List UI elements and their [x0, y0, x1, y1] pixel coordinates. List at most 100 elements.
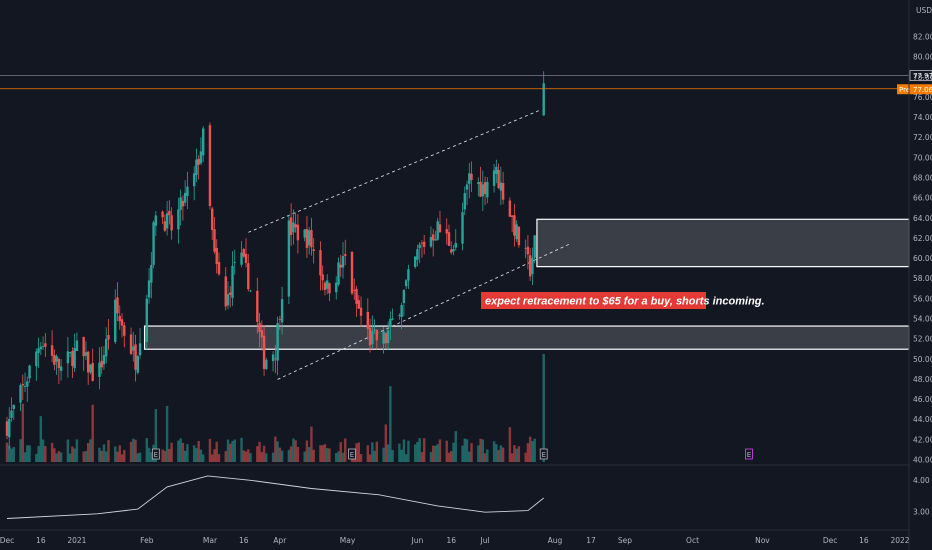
- time-tick-label: 2021: [67, 536, 86, 545]
- volume-bar: [150, 452, 153, 462]
- candle-body: [120, 319, 124, 326]
- premarket-price-badge: [910, 84, 932, 95]
- candle-body: [450, 249, 453, 253]
- price-tick-label: 80.00: [913, 53, 932, 62]
- candle-body: [224, 276, 227, 307]
- candle-body: [274, 358, 277, 360]
- volume-bar: [339, 442, 342, 462]
- candle-body: [161, 211, 164, 218]
- candle-body: [276, 323, 279, 361]
- candle-body: [265, 359, 268, 369]
- candle-body: [402, 289, 406, 303]
- volume-bar: [481, 439, 485, 462]
- volume-bar: [531, 441, 534, 462]
- volume-bar: [402, 439, 406, 462]
- time-tick-label: Aug: [548, 536, 563, 545]
- candle-body: [150, 264, 153, 283]
- time-tick-label: Jun: [411, 536, 424, 545]
- price-tick-label: 68.00: [913, 174, 932, 183]
- candle-body: [524, 247, 527, 249]
- candle-body: [100, 360, 103, 368]
- candle-body: [328, 283, 331, 294]
- earnings-marker-box: [539, 448, 548, 460]
- volume-bar: [226, 439, 230, 462]
- candle-body: [513, 215, 516, 236]
- volume-bar: [186, 444, 189, 462]
- time-tick-label: 2022: [890, 536, 909, 545]
- volume-bar: [326, 448, 329, 462]
- candle-body: [136, 356, 139, 373]
- volume-bar: [37, 446, 40, 462]
- candle-body: [357, 300, 360, 309]
- candle-body: [84, 352, 88, 356]
- candle-body: [123, 325, 126, 336]
- volume-bar: [510, 453, 514, 462]
- volume-bar: [477, 445, 480, 462]
- candle-body: [400, 305, 403, 317]
- price-tick-label: 40.00: [913, 456, 932, 465]
- volume-bar: [170, 442, 173, 462]
- annotation-text: expect retracement to $65 for a buy, sho…: [485, 296, 765, 308]
- time-tick-label: Dec: [0, 536, 14, 545]
- candle-body: [105, 338, 108, 357]
- volume-bar: [84, 451, 88, 462]
- earnings-marker-box: [745, 448, 753, 460]
- volume-bar: [486, 449, 489, 462]
- price-tick-label: 56.00: [913, 294, 932, 303]
- candle-body: [461, 212, 464, 244]
- volume-bar: [154, 409, 158, 462]
- volume-bar: [208, 438, 212, 462]
- price-tick-label: 64.00: [913, 214, 932, 223]
- candle-body: [508, 200, 512, 217]
- candles: [5, 71, 545, 450]
- volume-bar: [359, 454, 363, 462]
- candle-body: [53, 355, 56, 365]
- candle-body: [447, 232, 451, 246]
- volume-bar: [501, 447, 505, 462]
- volume-bar: [384, 424, 388, 462]
- candle-body: [438, 224, 442, 233]
- candle-body: [26, 381, 29, 387]
- volume-bar: [542, 354, 545, 462]
- price-tick-label: 48.00: [913, 375, 932, 384]
- premarket-tag-label: Pre: [899, 86, 910, 94]
- candle-body: [407, 269, 410, 281]
- volume-bar: [391, 449, 394, 462]
- candle-body: [75, 340, 79, 352]
- candle-body: [229, 292, 232, 295]
- candle-body: [344, 254, 347, 256]
- volume-bar: [66, 439, 70, 462]
- volume-bar: [201, 454, 205, 462]
- volume-bar: [463, 438, 466, 462]
- candle-body: [39, 346, 43, 350]
- volume-bar: [136, 453, 139, 462]
- volume-bar: [244, 451, 248, 462]
- earnings-marker-label: E: [350, 451, 354, 459]
- candle-body: [371, 331, 374, 345]
- candle-body: [208, 125, 212, 206]
- candle-body: [398, 315, 401, 316]
- volume-bar: [422, 438, 426, 462]
- price-tick-label: 50.00: [913, 355, 932, 364]
- candle-body: [55, 356, 58, 362]
- volume-bar: [129, 441, 133, 462]
- volume-bar: [434, 445, 437, 462]
- volume-bar: [41, 439, 45, 462]
- time-tick-label: Dec: [823, 536, 838, 545]
- volume-bar: [492, 441, 496, 462]
- candle-body: [168, 210, 171, 216]
- candle-body: [271, 354, 275, 362]
- candle-body: [432, 234, 435, 241]
- candle-body: [501, 183, 505, 200]
- volume-bar: [307, 447, 311, 462]
- volume-bar: [192, 445, 196, 462]
- candle-body: [181, 200, 185, 207]
- price-tick-label: 44.00: [913, 415, 932, 424]
- volume-bar: [181, 442, 185, 462]
- volume-bar: [389, 386, 392, 462]
- candle-body: [303, 229, 306, 238]
- indicator-line: [6, 475, 544, 519]
- volume-bar: [375, 441, 379, 462]
